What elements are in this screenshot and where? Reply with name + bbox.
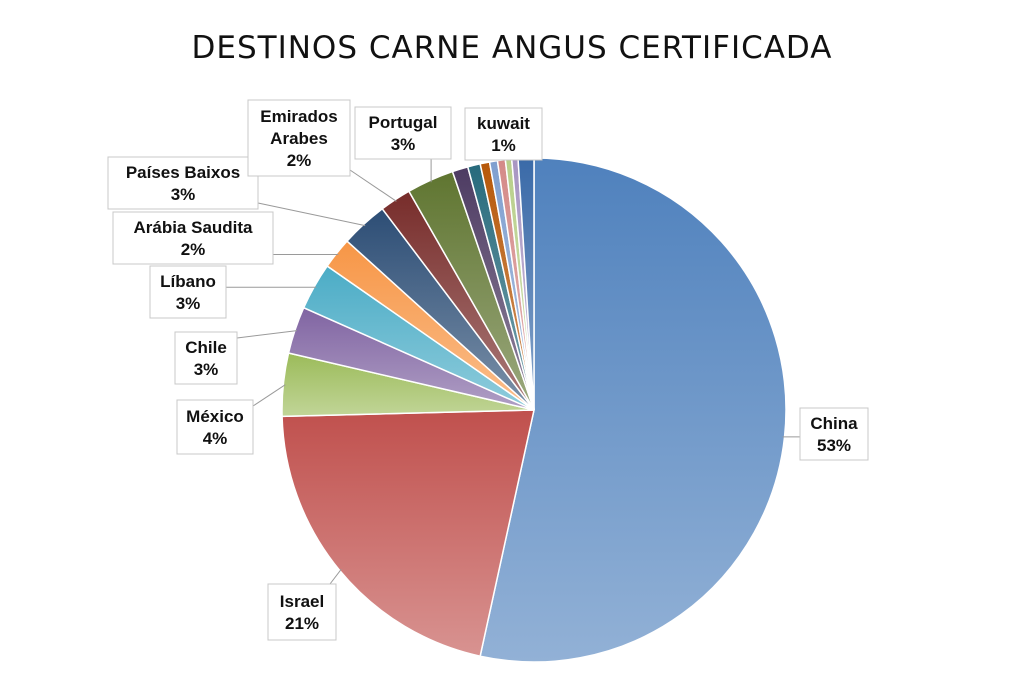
- slice-name-label: China: [810, 414, 858, 433]
- slice-name-label: Israel: [280, 592, 324, 611]
- data-label-libano: Líbano 3%: [149, 265, 227, 319]
- slice-name-label: Líbano: [160, 272, 216, 291]
- label-box: [799, 407, 869, 461]
- data-label-emirados-arabes: Emirados Arabes 2%: [247, 99, 351, 177]
- slice-percent-label: 21%: [285, 614, 319, 633]
- data-label-mexico: México 4%: [176, 399, 254, 455]
- data-label-portugal: Portugal 3%: [354, 106, 452, 160]
- label-box: [464, 107, 543, 161]
- label-box: [267, 583, 337, 641]
- slice-name-label: Emirados: [260, 107, 337, 126]
- slice-name-label: kuwait: [477, 114, 530, 133]
- slice-name-label: Portugal: [369, 113, 438, 132]
- leader-line-emirados-arabes: [349, 169, 397, 202]
- slice-percent-label: 3%: [194, 360, 219, 379]
- slice-labels: China 53% Israel 21% México 4% Chile 3% Líbano 3%…: [107, 99, 869, 641]
- label-box: [176, 399, 254, 455]
- leader-line-chile: [236, 330, 297, 339]
- label-box: [247, 99, 351, 177]
- label-box: [112, 211, 274, 265]
- slice-percent-label: 3%: [171, 185, 196, 204]
- slice-name-label: Países Baixos: [126, 163, 240, 182]
- data-label-israel: Israel 21%: [267, 583, 337, 641]
- slice-percent-label: 2%: [181, 240, 206, 259]
- leader-lines: [226, 159, 800, 585]
- slice-name-label: Arabes: [270, 129, 328, 148]
- label-box: [149, 265, 227, 319]
- data-label-kuwait: kuwait 1%: [464, 107, 543, 161]
- slice-name-label: Chile: [185, 338, 227, 357]
- slice-percent-label: 3%: [176, 294, 201, 313]
- slice-percent-label: 2%: [287, 151, 312, 170]
- label-box: [354, 106, 452, 160]
- chart-title: DESTINOS CARNE ANGUS CERTIFICADA: [191, 30, 833, 66]
- slice-name-label: Arábia Saudita: [133, 218, 253, 237]
- data-label-arabia-saudita: Arábia Saudita 2%: [112, 211, 274, 265]
- slice-percent-label: 53%: [817, 436, 851, 455]
- data-label-china: China 53%: [799, 407, 869, 461]
- slice-name-label: México: [186, 407, 244, 426]
- leader-line-mexico: [252, 384, 286, 407]
- slice-percent-label: 3%: [391, 135, 416, 154]
- pie-slices: [281, 157, 787, 663]
- label-box: [174, 331, 238, 385]
- data-label-paises-baixos: Países Baixos 3%: [107, 156, 259, 210]
- label-box: [107, 156, 259, 210]
- data-label-chile: Chile 3%: [174, 331, 238, 385]
- slice-percent-label: 1%: [491, 136, 516, 155]
- leader-line-israel: [329, 568, 342, 585]
- leader-line-paises-baixos: [257, 202, 366, 227]
- slice-percent-label: 4%: [203, 429, 228, 448]
